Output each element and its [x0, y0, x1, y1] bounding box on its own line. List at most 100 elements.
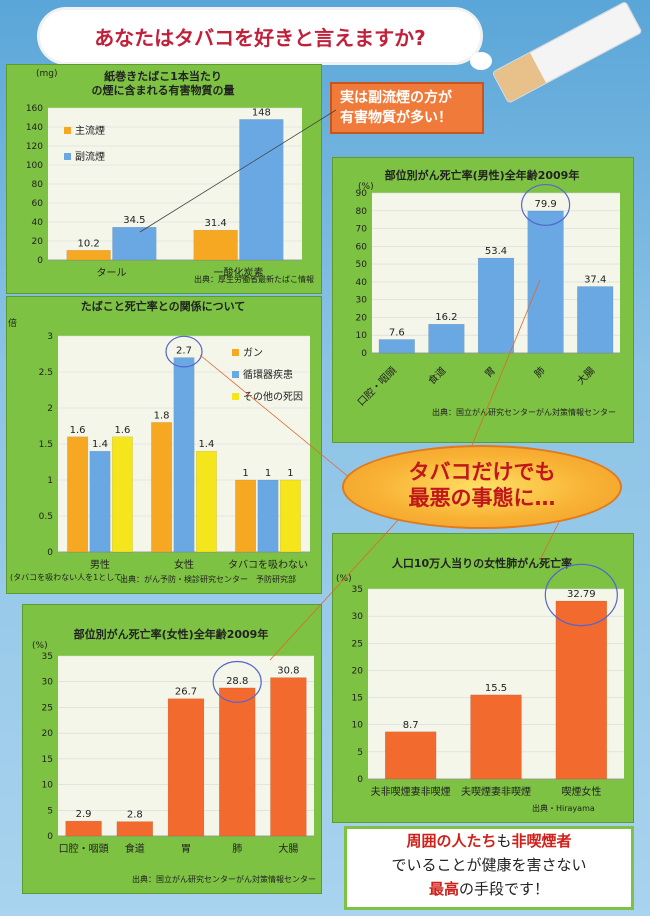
bar	[235, 479, 257, 553]
y-tick-label: 35	[42, 652, 53, 662]
y-tick-label: 20	[356, 313, 368, 323]
y-tick-label: 50	[356, 260, 368, 270]
bottom-message: 周囲の人たちも非喫煙者 でいることが健康を害さない 最高の手段です！	[344, 826, 634, 910]
y-tick-label: 40	[32, 218, 44, 228]
data-label: 16.2	[435, 312, 457, 323]
data-label: 2.7	[176, 346, 192, 357]
bar	[89, 450, 111, 553]
data-label: 15.5	[485, 683, 507, 694]
y-tick-label: 0	[47, 832, 53, 842]
data-label: 32.79	[567, 589, 596, 600]
bar	[173, 357, 195, 553]
bottom-emph-nonsmoker: 非喫煙者	[511, 832, 572, 850]
legend-label: 循環器疾患	[243, 368, 293, 381]
y-tick-label: 2	[47, 404, 53, 414]
category-label: 男性	[90, 558, 110, 571]
bar	[219, 687, 256, 837]
data-label: 30.8	[277, 666, 299, 677]
category-label: 夫非喫煙妻非喫煙	[371, 785, 451, 798]
y-tick-label: 10	[356, 331, 368, 341]
data-label: 1.8	[154, 410, 170, 421]
y-tick-label: 100	[26, 161, 43, 171]
bottom-particle: も	[496, 832, 512, 850]
bar	[384, 731, 437, 780]
chart-source: 出典：がん予防・検診研究センター 予防研究部	[120, 574, 296, 584]
highlight-circle	[544, 563, 618, 627]
y-tick-label: 40	[356, 278, 368, 288]
data-label: 26.7	[175, 687, 197, 698]
y-tick-label: 140	[26, 123, 43, 133]
bar	[66, 250, 111, 261]
chart-source: 出典：国立がん研究センターがん対策情報センター	[132, 874, 316, 884]
y-tick-label: 80	[32, 180, 44, 190]
bottom-tail: の手段です！	[459, 880, 550, 898]
y-tick-label: 25	[352, 639, 363, 649]
sidestream-callout: 実は副流煙の方が 有害物質が多い！	[330, 82, 484, 134]
y-tick-label: 5	[357, 748, 363, 758]
y-tick-label: 10	[42, 781, 54, 791]
oval-line-1: タバコだけでも	[408, 460, 556, 484]
chart-source: 出典・Hirayama	[532, 803, 595, 813]
category-label: タール	[97, 267, 127, 279]
category-label: 大腸	[278, 842, 298, 855]
data-label: 1.6	[114, 425, 130, 436]
category-label: 喫煙女性	[561, 785, 601, 798]
connector-line	[269, 517, 401, 661]
data-label: 1.4	[198, 439, 214, 450]
data-label: 2.8	[127, 810, 143, 821]
chart-title: 人口10万人当りの女性肺がん死亡率	[392, 556, 572, 570]
y-tick-label: 3	[47, 332, 53, 342]
chart-source: 出典：厚生労働省最新たばこ情報	[194, 274, 314, 284]
y-tick-label: 0	[357, 775, 363, 785]
chart-female-cancer: 部位別がん死亡率(女性)全年齢2009年 0 5 10 15 20 25 30 35(%) 2.9…	[32, 627, 316, 884]
y-tick-label: 60	[32, 199, 44, 209]
axis-unit: (%)	[32, 641, 48, 651]
data-label: 148	[252, 107, 271, 118]
category-label: 夫喫煙妻非喫煙	[461, 785, 531, 798]
chart-subnote: (タバコを吸わない人を1として)	[10, 573, 125, 582]
bottom-line-2: でいることが健康を害さない	[391, 856, 587, 874]
y-tick-label: 0	[361, 349, 367, 359]
bar	[111, 436, 133, 553]
bar	[470, 694, 522, 780]
y-tick-label: 35	[352, 585, 363, 595]
y-tick-label: 30	[352, 612, 364, 622]
bar	[428, 323, 465, 354]
legend-label: ガン	[243, 347, 263, 359]
y-tick-label: 30	[356, 296, 368, 306]
bottom-emph-best: 最高	[428, 880, 459, 898]
legend-swatch	[232, 349, 239, 356]
y-tick-label: 5	[47, 806, 53, 816]
highlight-circle	[521, 183, 571, 226]
chart-mortality-relation: たばこと死亡率との関係について 0 0.5 1 1.5 2 2.5 3 倍 1.6 1.4 1.6 男性…	[8, 299, 310, 584]
chart-title: 部位別がん死亡率(男性)全年齢2009年	[385, 168, 580, 182]
category-label: 一酸化炭素	[214, 266, 264, 279]
data-label: 10.2	[78, 238, 100, 249]
y-tick-label: 20	[42, 729, 54, 739]
chart-male-cancer: 部位別がん死亡率(男性)全年齢2009年 0 10 20 30 40 50 60 70 80 90(…	[354, 168, 620, 417]
chart-female-lung-cancer: 人口10万人当りの女性肺がん死亡率05101520253035(%)8.7夫非喫…	[336, 556, 624, 813]
poster-title: あなたはタバコを好きと言えますか?	[94, 26, 426, 50]
bar	[279, 479, 301, 553]
chart-title: 部位別がん死亡率(女性)全年齢2009年	[74, 627, 269, 641]
axis-unit: 倍	[8, 317, 17, 329]
cloud-bubble	[470, 52, 492, 70]
legend-label: 主流煙	[75, 124, 105, 137]
data-label: 8.7	[403, 720, 419, 731]
y-tick-label: 80	[356, 207, 368, 217]
bar	[193, 229, 238, 261]
y-tick-label: 160	[26, 104, 43, 114]
y-tick-label: 2.5	[39, 368, 53, 378]
bar	[555, 600, 608, 780]
data-label: 7.6	[389, 327, 405, 338]
legend-swatch	[232, 393, 239, 400]
y-tick-label: 15	[352, 694, 363, 704]
category-label: タバコを吸わない	[228, 559, 308, 571]
data-label: 1.6	[70, 425, 86, 436]
y-tick-label: 0	[37, 256, 43, 266]
legend-swatch	[64, 153, 71, 160]
bottom-line-3: 最高の手段です！	[347, 877, 631, 901]
y-tick-label: 25	[42, 703, 53, 713]
